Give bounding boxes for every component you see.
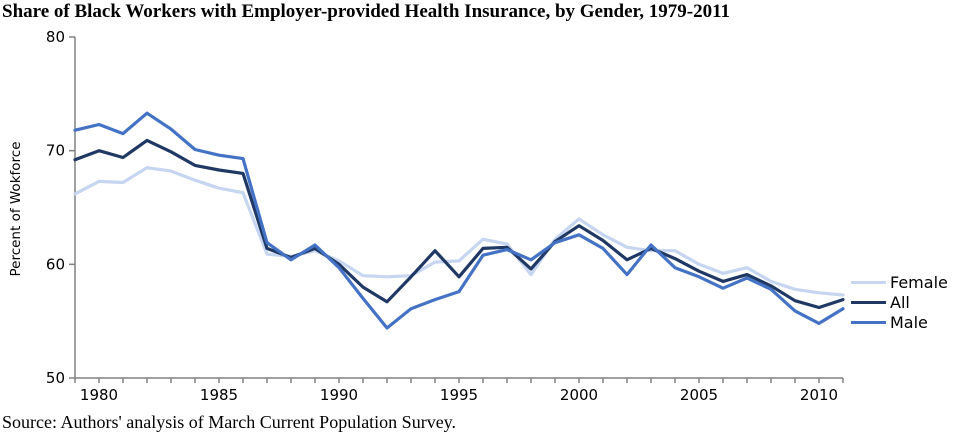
y-tick-label: 50 <box>46 369 65 387</box>
legend-item-female: Female <box>851 272 948 292</box>
legend: Female All Male <box>851 272 948 332</box>
series-line-all <box>73 138 845 310</box>
chart-title: Share of Black Workers with Employer-pro… <box>2 1 731 22</box>
series-line-female <box>73 166 845 297</box>
x-tick-label: 1980 <box>80 386 118 404</box>
x-tick-label: 2005 <box>680 386 718 404</box>
y-tick-label: 70 <box>46 142 65 160</box>
x-tick-label: 1990 <box>320 386 358 404</box>
x-tick-label: 2010 <box>800 386 838 404</box>
legend-swatch-male <box>851 320 886 324</box>
legend-swatch-all <box>851 300 886 304</box>
series-line-male <box>73 111 845 330</box>
y-tick-label: 80 <box>46 28 65 46</box>
x-tick-label: 1995 <box>440 386 478 404</box>
legend-label-female: Female <box>890 272 948 292</box>
legend-label-male: Male <box>890 312 928 332</box>
x-tick-label: 1985 <box>200 386 238 404</box>
y-tick-label: 60 <box>46 255 65 273</box>
x-tick-label: 2000 <box>560 386 598 404</box>
source-note: Source: Authors' analysis of March Curre… <box>2 412 457 432</box>
legend-item-all: All <box>851 292 948 312</box>
legend-label-all: All <box>890 292 910 312</box>
legend-swatch-female <box>851 280 886 284</box>
legend-item-male: Male <box>851 312 948 332</box>
